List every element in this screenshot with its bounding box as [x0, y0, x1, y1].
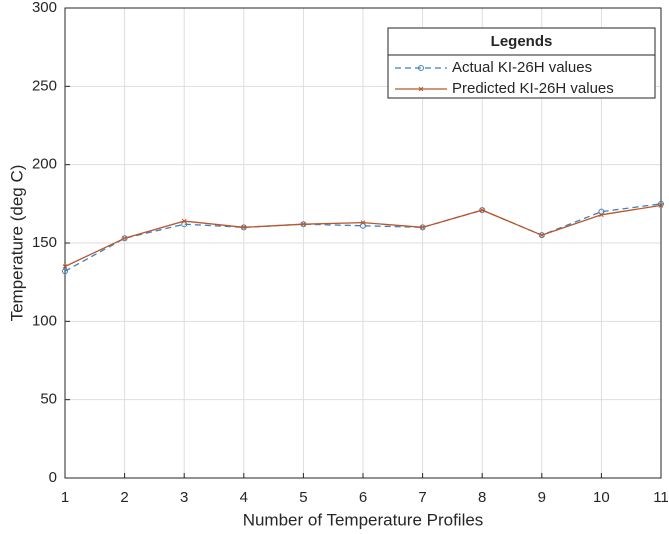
- legend-marker: [418, 86, 424, 92]
- x-tick-label: 3: [180, 489, 188, 506]
- x-tick-label: 4: [240, 489, 248, 506]
- series-line: [64, 203, 662, 272]
- x-tick-label: 5: [299, 489, 307, 506]
- data-point: [181, 218, 187, 224]
- data-point: [122, 235, 127, 241]
- data-point: [658, 203, 664, 208]
- data-point: [479, 207, 486, 214]
- legend-label: Actual KI-26H values: [452, 59, 592, 76]
- y-tick-label: 300: [32, 0, 57, 16]
- legend-label: Predicted KI-26H values: [452, 80, 614, 97]
- data-point: [241, 224, 247, 230]
- x-tick-label: 1: [61, 489, 69, 506]
- y-axis-label: Temperature (deg C): [7, 165, 26, 322]
- x-tick-label: 7: [418, 489, 426, 506]
- data-point: [479, 207, 485, 213]
- data-point: [360, 220, 366, 225]
- data-point: [539, 232, 545, 238]
- data-point: [658, 200, 664, 207]
- data-point: [62, 264, 68, 269]
- x-tick-label: 8: [478, 489, 486, 506]
- y-tick-label: 50: [40, 391, 57, 408]
- data-point: [420, 224, 425, 230]
- data-point: [121, 235, 128, 242]
- x-tick-label: 6: [359, 489, 367, 506]
- y-tick-label: 100: [32, 312, 57, 329]
- x-tick-label: 9: [538, 489, 546, 506]
- legend-title: Legends: [491, 33, 553, 50]
- data-point: [301, 221, 306, 227]
- x-tick-label: 2: [120, 489, 128, 506]
- y-tick-label: 0: [49, 469, 57, 486]
- data-point: [62, 268, 68, 275]
- x-tick-label: 10: [593, 489, 610, 506]
- data-point: [538, 232, 545, 239]
- legend-marker: [418, 65, 424, 71]
- x-tick-label: 11: [653, 489, 669, 506]
- legend-box: [387, 27, 656, 99]
- plot-frame: [64, 7, 662, 479]
- y-tick-label: 200: [32, 156, 57, 173]
- y-tick-label: 150: [32, 234, 57, 251]
- x-axis-label: Number of Temperature Profiles: [243, 510, 484, 529]
- y-tick-label: 250: [32, 77, 57, 94]
- data-point: [599, 212, 604, 218]
